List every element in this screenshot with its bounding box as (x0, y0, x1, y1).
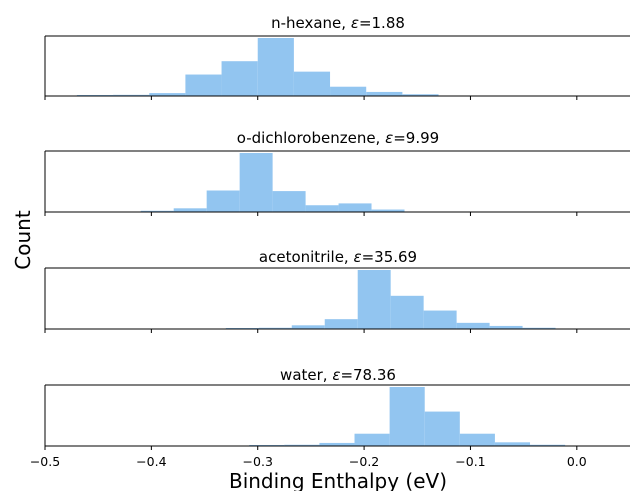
histogram-bar (330, 86, 367, 96)
panel-title-name: o-dichlorobenzene, (237, 129, 385, 147)
x-tick-label: −0.1 (455, 454, 485, 469)
panel-title: n-hexane, ε=1.88 (271, 14, 405, 32)
histogram-bar (272, 191, 306, 212)
panel-title: acetonitrile, ε=35.69 (259, 248, 417, 266)
histogram-bar (206, 190, 240, 212)
histogram-bar (173, 208, 207, 212)
histogram-bar (530, 444, 566, 446)
panel-title: o-dichlorobenzene, ε=9.99 (237, 129, 439, 147)
panel-title-name: acetonitrile, (259, 248, 354, 266)
panel: o-dichlorobenzene, ε=9.99 (44, 129, 630, 216)
histogram-bar (319, 442, 355, 446)
panel-title-symbol: ε (351, 14, 359, 32)
histogram-bar (258, 327, 292, 329)
panel-title-symbol: ε (353, 248, 361, 266)
x-axis: −0.5 −0.4 −0.3 −0.2 −0.1 0.0 (30, 454, 587, 469)
histogram-bar (293, 71, 331, 96)
panel-title-value: =1.88 (359, 14, 405, 32)
histogram-bar (338, 203, 372, 212)
panel: n-hexane, ε=1.88 (44, 14, 630, 100)
panel-title: water, ε=78.36 (280, 366, 396, 384)
panel-title-value: =78.36 (340, 366, 396, 384)
histogram-bar (489, 325, 523, 329)
y-axis-label: Count (11, 210, 35, 270)
histogram-bar (390, 295, 424, 329)
x-tick-label: −0.5 (30, 454, 60, 469)
panel-title-name: water, (280, 366, 332, 384)
histogram-bar (423, 310, 457, 329)
histogram-bar (221, 61, 258, 96)
histogram-bar (459, 433, 495, 446)
x-tick-label: −0.4 (136, 454, 166, 469)
panel-title-value: =9.99 (393, 129, 439, 147)
histogram-bar (257, 38, 294, 96)
histogram-panels: n-hexane, ε=1.88o-dichlorobenzene, ε=9.9… (44, 14, 630, 450)
x-tick-label: −0.2 (349, 454, 379, 469)
panel-title-symbol: ε (385, 129, 393, 147)
histogram-bar (149, 93, 186, 96)
histogram-bar (424, 411, 460, 446)
panel-title-name: n-hexane, (271, 14, 351, 32)
histogram-bar (522, 327, 556, 329)
histogram-bar (402, 94, 439, 96)
histogram-bar (113, 94, 150, 96)
histogram-bar (366, 91, 403, 96)
histogram-bar (456, 322, 490, 329)
panel-title-value: =35.69 (362, 248, 418, 266)
histogram-bar (357, 270, 391, 329)
x-axis-label: Binding Enthalpy (eV) (229, 469, 447, 491)
histogram-bar (305, 205, 339, 212)
histogram-bar (291, 325, 325, 329)
panel-title-symbol: ε (332, 366, 340, 384)
x-tick-label: 0.0 (567, 454, 587, 469)
histogram-bar (389, 387, 425, 446)
histogram-bar (239, 153, 273, 212)
x-tick-label: −0.3 (243, 454, 273, 469)
panel: water, ε=78.36 (44, 366, 630, 450)
histogram-bar (324, 319, 358, 329)
panel: acetonitrile, ε=35.69 (44, 248, 630, 333)
histogram-bar (354, 433, 390, 446)
histogram-bar (494, 442, 531, 446)
histogram-bar (140, 210, 174, 212)
histogram-bar (371, 209, 405, 212)
histogram-bar (185, 74, 222, 96)
histogram-bar (284, 444, 320, 446)
